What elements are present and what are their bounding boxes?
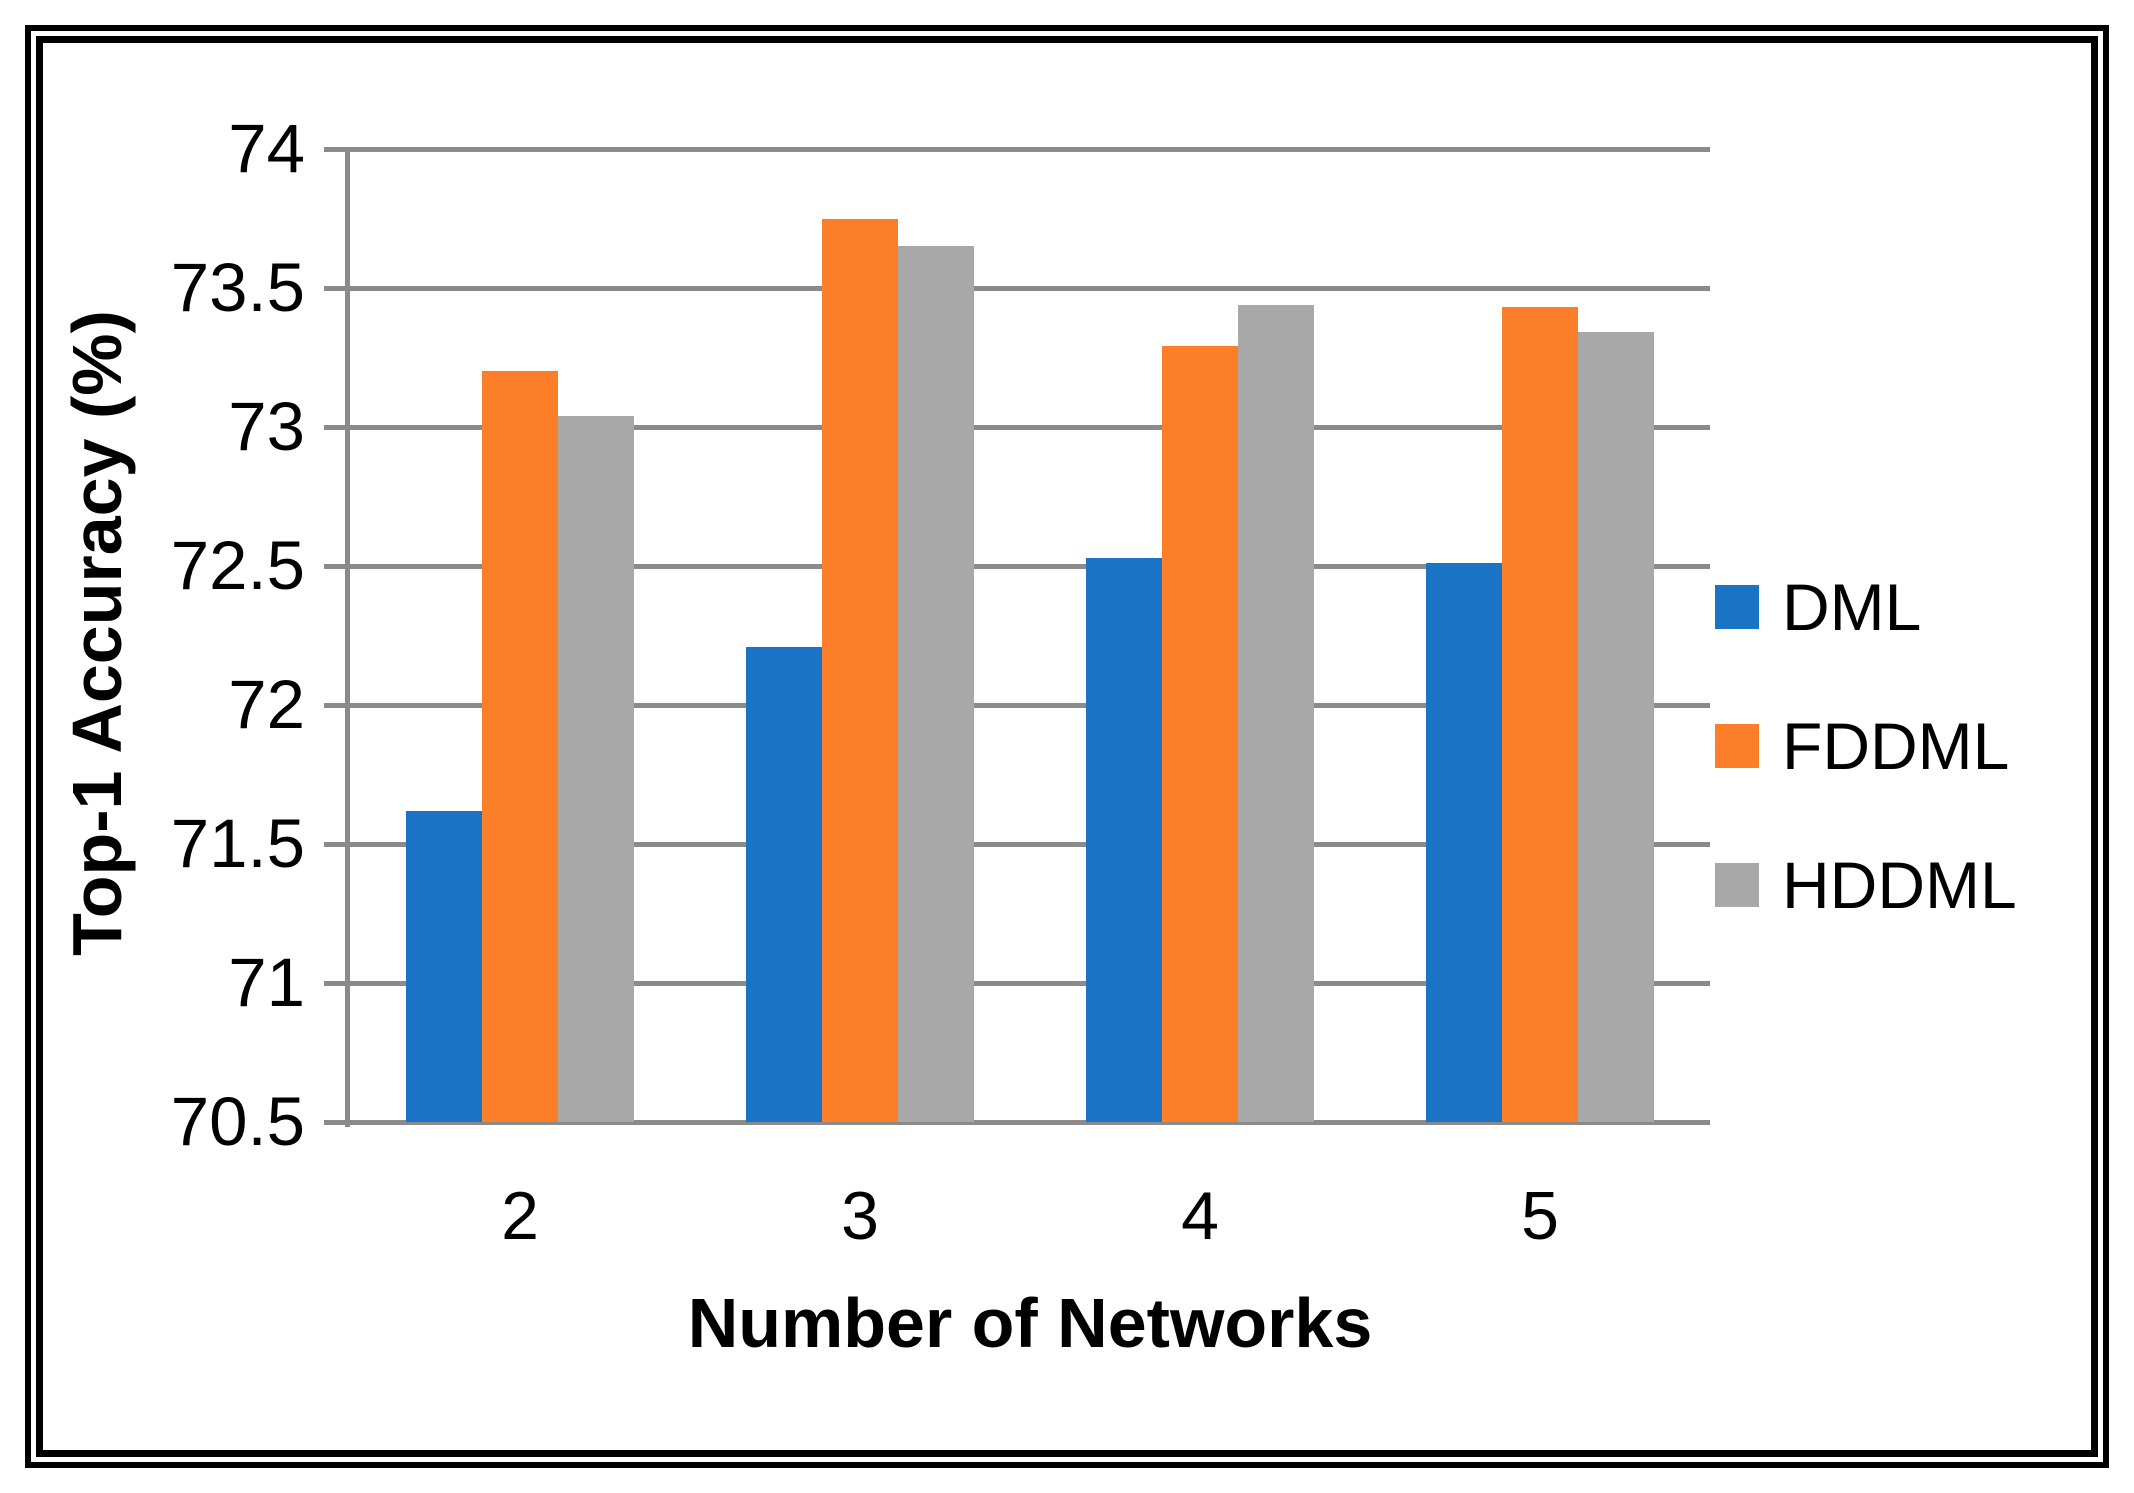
- y-tick-mark: [324, 285, 350, 291]
- legend-item-dml: DML: [1715, 572, 1921, 642]
- x-tick-label-3: 3: [841, 1178, 879, 1254]
- legend-swatch-fddml: [1715, 724, 1759, 768]
- gridline-71.5: [350, 841, 1710, 847]
- bar-dml-networks-4: [1086, 557, 1162, 1122]
- y-tick-mark: [324, 841, 350, 847]
- gridline-71: [350, 980, 1710, 986]
- legend-label-hddml: HDDML: [1782, 848, 2017, 922]
- bar-hddml-networks-5: [1578, 332, 1654, 1122]
- bar-hddml-networks-4: [1238, 304, 1314, 1122]
- bar-dml-networks-3: [746, 646, 822, 1122]
- y-tick-mark: [324, 702, 350, 708]
- legend-item-fddml: FDDML: [1715, 711, 2009, 781]
- x-tick-label-5: 5: [1521, 1178, 1559, 1254]
- bar-dml-networks-5: [1426, 563, 1502, 1122]
- y-tick-mark: [324, 146, 350, 152]
- gridline-73: [350, 424, 1710, 430]
- x-tick-label-2: 2: [501, 1178, 539, 1254]
- plot-area: [324, 146, 1710, 1127]
- gridline-73.5: [350, 285, 1710, 291]
- x-tick-label-4: 4: [1181, 1178, 1219, 1254]
- gridline-72.5: [350, 563, 1710, 569]
- legend-item-hddml: HDDML: [1715, 850, 2017, 920]
- bar-hddml-networks-3: [898, 246, 974, 1122]
- legend-swatch-dml: [1715, 585, 1759, 629]
- y-tick-mark: [324, 424, 350, 430]
- bar-fddml-networks-2: [482, 371, 558, 1122]
- gridline-72: [350, 702, 1710, 708]
- gridline-74: [350, 146, 1710, 152]
- y-axis-line: [345, 149, 350, 1127]
- y-axis-title: Top-1 Accuracy (%): [58, 310, 136, 956]
- bar-fddml-networks-5: [1502, 307, 1578, 1122]
- y-tick-mark: [324, 563, 350, 569]
- legend-swatch-hddml: [1715, 863, 1759, 907]
- legend-label-dml: DML: [1782, 570, 1922, 644]
- bar-dml-networks-2: [406, 810, 482, 1122]
- legend-label-fddml: FDDML: [1782, 709, 2010, 783]
- gridline-70.5: [350, 1119, 1710, 1125]
- bar-fddml-networks-4: [1162, 346, 1238, 1122]
- bar-hddml-networks-2: [558, 415, 634, 1122]
- x-axis-title: Number of Networks: [687, 1284, 1373, 1362]
- bar-fddml-networks-3: [822, 218, 898, 1122]
- y-tick-mark: [324, 1119, 350, 1125]
- y-tick-mark: [324, 980, 350, 986]
